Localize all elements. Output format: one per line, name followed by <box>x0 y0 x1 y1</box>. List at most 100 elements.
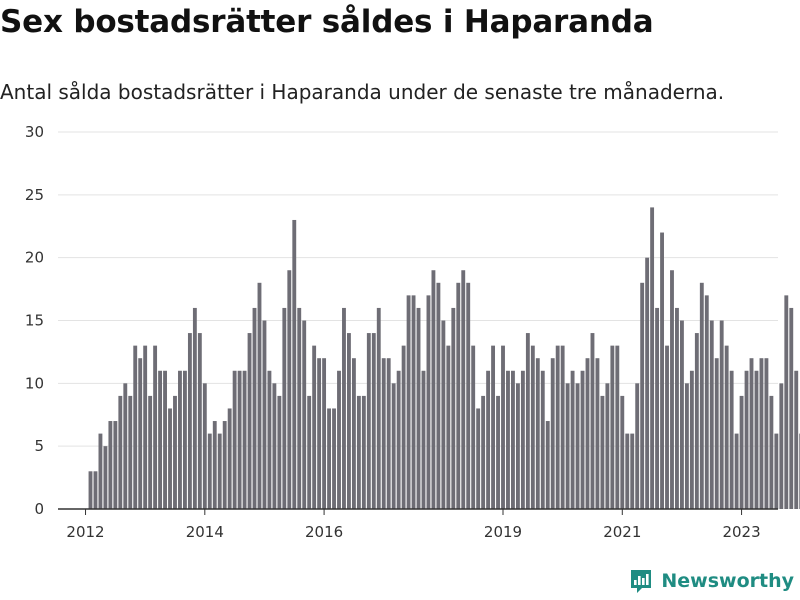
x-axis: 2012201420162019202120232025 <box>58 508 778 541</box>
bar <box>590 333 595 509</box>
bar <box>540 370 545 509</box>
bar <box>267 370 272 509</box>
bar <box>197 333 202 509</box>
bar <box>600 395 605 509</box>
bar <box>113 421 118 509</box>
bar <box>118 395 123 509</box>
bar <box>704 295 709 509</box>
bar <box>486 370 491 509</box>
bar <box>103 446 108 509</box>
bar <box>173 395 177 509</box>
bar <box>212 421 217 509</box>
y-axis-labels: 0 5 10 15 20 25 30 <box>25 123 44 518</box>
x-tick-label: 2021 <box>603 523 641 541</box>
bar <box>525 333 530 509</box>
bar <box>794 370 799 509</box>
y-tick-label: 5 <box>34 437 44 455</box>
bar <box>560 345 565 509</box>
bar <box>322 358 327 509</box>
bar <box>158 370 163 509</box>
bar <box>386 358 391 509</box>
bar <box>520 370 525 509</box>
bar <box>88 471 93 509</box>
bar <box>699 282 704 509</box>
bar <box>416 307 421 509</box>
bar <box>337 370 341 509</box>
bar <box>163 370 167 509</box>
y-tick-label: 20 <box>25 249 44 267</box>
bar <box>148 395 153 509</box>
bar <box>456 282 461 509</box>
bar <box>575 383 580 509</box>
bar <box>436 282 441 509</box>
bar <box>640 282 645 509</box>
bar <box>635 383 640 509</box>
bar <box>550 358 555 509</box>
bar <box>178 370 182 509</box>
bar <box>565 383 570 509</box>
bar <box>381 358 386 509</box>
bar <box>441 320 446 509</box>
bar <box>317 358 322 509</box>
bar <box>660 232 664 510</box>
bar <box>515 383 520 509</box>
bar <box>675 307 679 509</box>
bar <box>655 307 660 509</box>
bar <box>421 370 426 509</box>
bar <box>128 395 133 509</box>
bar <box>496 395 500 509</box>
bar <box>123 383 128 509</box>
bar <box>247 333 252 509</box>
bar <box>232 370 237 509</box>
bar <box>789 307 794 509</box>
bar <box>143 345 148 509</box>
bar <box>466 282 471 509</box>
bar <box>257 282 262 509</box>
bar <box>535 358 540 509</box>
y-tick-label: 30 <box>25 123 44 141</box>
newsworthy-logo-icon <box>631 570 652 593</box>
bar <box>670 270 674 509</box>
bar <box>237 370 242 509</box>
bar <box>406 295 411 509</box>
bar <box>312 345 317 509</box>
bar <box>714 358 719 509</box>
bar <box>187 333 192 509</box>
bar <box>307 395 312 509</box>
bar <box>182 370 187 509</box>
bar <box>650 207 655 509</box>
bar <box>361 395 366 509</box>
bar <box>734 433 739 509</box>
bar <box>610 345 615 509</box>
x-tick-label: 2016 <box>305 523 343 541</box>
bar <box>585 358 590 509</box>
bar <box>754 370 759 509</box>
bar <box>774 433 779 509</box>
bar <box>168 408 172 509</box>
bar <box>689 370 694 509</box>
bar <box>451 307 456 509</box>
bar <box>242 370 247 509</box>
bar <box>630 433 635 509</box>
bar <box>396 370 401 509</box>
bar <box>376 307 381 509</box>
bar <box>411 295 416 509</box>
bar <box>665 345 669 509</box>
bar <box>744 370 749 509</box>
bar <box>709 320 714 509</box>
bar <box>471 345 476 509</box>
bar <box>481 395 486 509</box>
bar <box>784 295 789 509</box>
bar <box>759 358 764 509</box>
bar <box>595 358 600 509</box>
y-tick-label: 10 <box>25 374 44 392</box>
x-tick-label: 2023 <box>722 523 760 541</box>
y-tick-label: 25 <box>25 186 44 204</box>
bar <box>98 433 103 509</box>
bar <box>491 345 496 509</box>
brand: Newsworthy <box>629 568 794 594</box>
bar <box>511 370 515 509</box>
y-tick-label: 15 <box>25 312 44 330</box>
bar <box>222 421 227 509</box>
bar <box>282 307 287 509</box>
